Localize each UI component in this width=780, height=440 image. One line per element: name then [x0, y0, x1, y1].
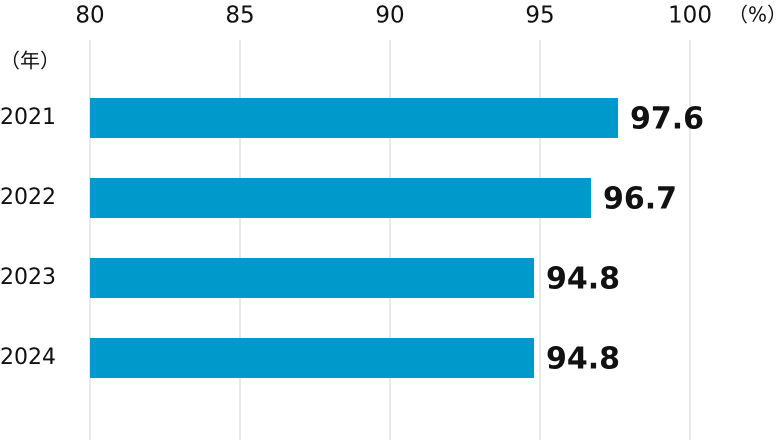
- x-axis-unit: （%）: [728, 3, 780, 27]
- bar: [90, 178, 591, 218]
- y-tick-label: 2023: [0, 265, 56, 290]
- x-tick-label: 80: [75, 3, 104, 29]
- x-tick-label: 90: [375, 3, 404, 29]
- y-tick-label: 2021: [0, 105, 56, 130]
- value-label: 94.8: [546, 262, 620, 297]
- y-axis-unit: （年）: [0, 49, 60, 73]
- y-tick-label: 2022: [0, 185, 56, 210]
- value-label: 96.7: [603, 182, 677, 217]
- value-label: 94.8: [546, 342, 620, 377]
- bar: [90, 98, 618, 138]
- x-tick-label: 85: [225, 3, 254, 29]
- value-label: 97.6: [630, 102, 704, 137]
- x-tick-label: 100: [668, 3, 712, 29]
- y-tick-label: 2024: [0, 345, 56, 370]
- x-tick-label: 95: [525, 3, 554, 29]
- bar: [90, 338, 534, 378]
- bar: [90, 258, 534, 298]
